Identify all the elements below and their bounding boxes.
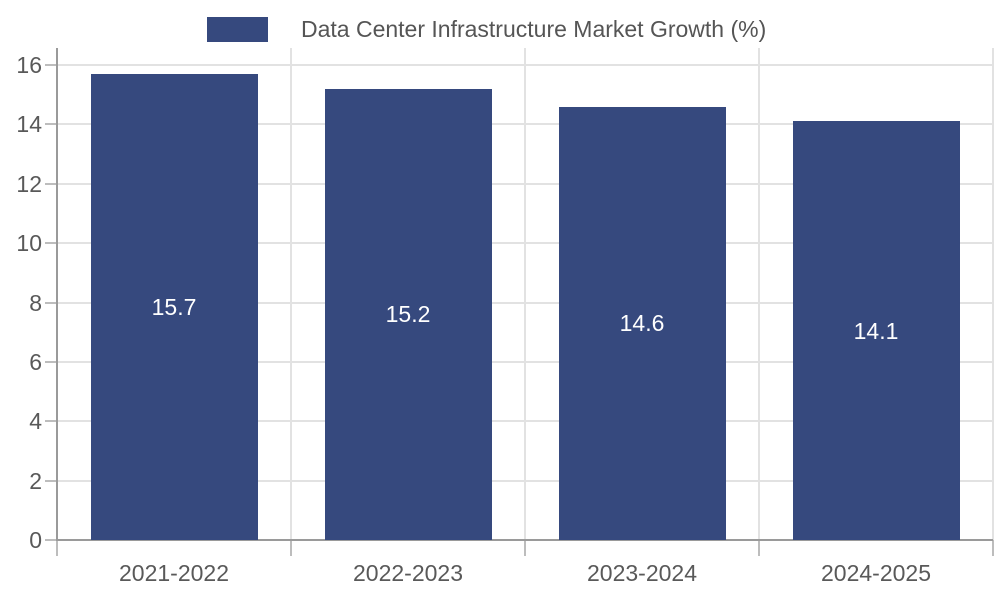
gridline-vertical (290, 48, 292, 540)
y-tick-label: 6 (29, 348, 42, 375)
bar-value-label: 14.1 (853, 317, 899, 344)
x-tick-mark (524, 540, 526, 556)
gridline-vertical (524, 48, 526, 540)
x-tick-mark (758, 540, 760, 556)
y-tick-mark (45, 420, 57, 423)
x-tick-label: 2022-2023 (353, 560, 463, 586)
x-tick-mark (290, 540, 292, 556)
y-tick-label: 10 (16, 230, 42, 257)
bar (558, 106, 726, 540)
gridline-vertical (992, 48, 994, 540)
y-tick-mark (45, 64, 57, 66)
y-tick-label: 16 (16, 52, 42, 78)
bar-value-label: 15.2 (385, 301, 431, 328)
y-tick-mark (45, 539, 57, 541)
x-tick-label: 2024-2025 (821, 560, 931, 586)
y-tick-mark (45, 360, 57, 363)
y-tick-mark (45, 123, 57, 126)
x-tick-mark (56, 540, 58, 556)
bar (792, 121, 960, 540)
y-tick-mark (45, 242, 57, 245)
y-tick-mark (45, 301, 57, 304)
bar-value-label: 15.7 (151, 293, 197, 320)
legend-label: Data Center Infrastructure Market Growth… (301, 16, 767, 42)
y-tick-mark (45, 479, 57, 482)
bar (324, 88, 492, 540)
bar (90, 73, 258, 540)
x-tick-mark (992, 540, 994, 556)
y-tick-label: 14 (16, 111, 42, 138)
y-tick-label: 2 (29, 467, 42, 494)
x-tick-label: 2021-2022 (119, 560, 229, 586)
y-tick-label: 0 (29, 527, 42, 553)
chart-legend: Data Center Infrastructure Market Growth… (207, 17, 766, 42)
y-tick-mark (45, 182, 57, 185)
y-tick-label: 8 (29, 289, 42, 316)
y-axis-line (56, 48, 58, 540)
y-tick-label: 12 (16, 170, 42, 197)
bar-value-label: 14.6 (619, 310, 665, 337)
legend-swatch (207, 17, 268, 42)
x-tick-label: 2023-2024 (587, 560, 697, 586)
x-axis-line (56, 539, 993, 541)
gridline-vertical (758, 48, 760, 540)
y-tick-label: 4 (29, 408, 42, 435)
